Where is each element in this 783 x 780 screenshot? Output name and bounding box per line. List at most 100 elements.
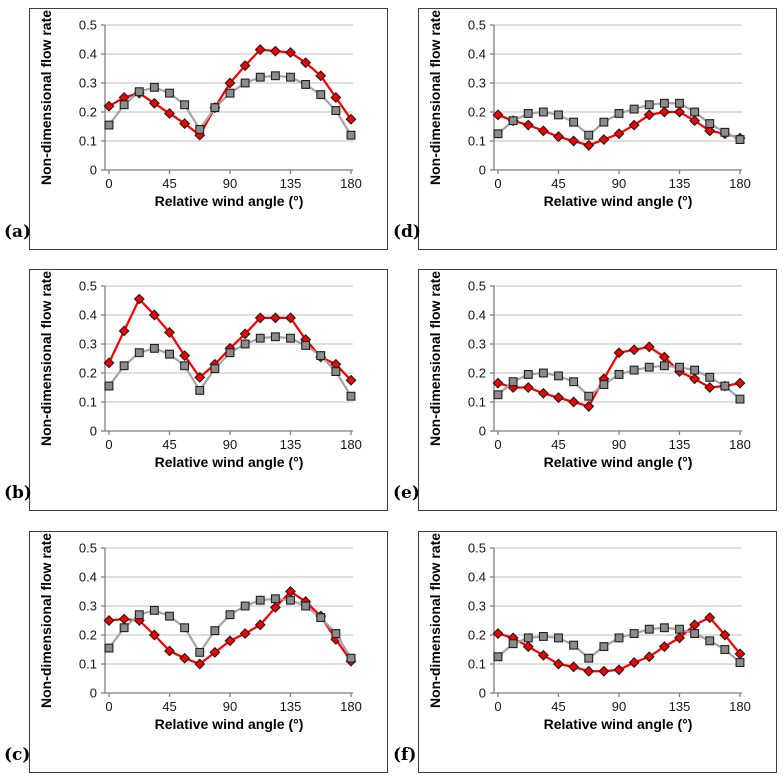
square-marker (255, 72, 265, 82)
panel-label-b: (b) (4, 483, 32, 503)
y-tick-label: 0.2 (468, 105, 486, 120)
square-marker (316, 613, 326, 623)
square-marker (690, 365, 700, 375)
panel-label-d: (d) (393, 222, 421, 242)
diamond-marker (118, 613, 130, 625)
x-tick-label: 0 (105, 437, 112, 452)
square-marker (493, 652, 503, 662)
square-marker (705, 372, 715, 382)
square-marker (659, 361, 669, 371)
y-tick-label: 0.5 (468, 18, 486, 33)
panel-c: 0 0.1 0.2 0.3 0.4 0.5 0 45 90 135 180 Relative wind… (4, 531, 388, 773)
x-tick-label: 90 (223, 699, 237, 714)
diamond-marker (553, 131, 564, 143)
square-marker (720, 645, 730, 654)
x-tick-label: 135 (280, 437, 302, 452)
diamond-marker (583, 400, 595, 412)
diamond-marker (300, 57, 312, 69)
diamond-marker (209, 646, 221, 658)
square-marker (629, 104, 639, 114)
diamond-marker (194, 658, 206, 670)
y-tick-label: 0.4 (468, 47, 486, 62)
x-axis-title: Relative wind angle (°) (544, 716, 693, 732)
square-marker (735, 658, 745, 668)
diamond-marker (285, 47, 296, 59)
y-axis-title: Non-dimensional flow rate (38, 533, 54, 708)
x-tick-label: 90 (223, 176, 237, 191)
y-tick-label: 0.5 (79, 541, 97, 556)
diamond-marker (643, 109, 655, 121)
square-marker (584, 130, 594, 140)
square-marker (301, 80, 311, 89)
square-marker (720, 127, 730, 137)
diamond-marker (492, 377, 504, 389)
y-tick-label: 0.5 (468, 541, 486, 556)
square-marker (584, 653, 594, 663)
x-axis-title: Relative wind angle (°) (155, 716, 304, 732)
x-tick-label: 180 (729, 176, 751, 191)
y-tick-label: 0.2 (79, 628, 97, 643)
x-tick-label: 90 (612, 699, 626, 714)
y-tick-label: 0 (90, 163, 97, 178)
square-marker (255, 333, 265, 343)
square-marker (255, 595, 265, 605)
diamond-marker (103, 357, 115, 369)
diamond-marker (254, 619, 266, 631)
x-tick-label: 0 (494, 699, 501, 714)
square-marker (705, 119, 715, 129)
square-marker (508, 639, 518, 649)
x-tick-label: 0 (105, 699, 112, 714)
square-marker (270, 332, 280, 342)
chart-d-canvas: 0 0.1 0.2 0.3 0.4 0.5 0 45 90 135 180 Relative wind… (418, 8, 777, 250)
square-marker (346, 130, 356, 140)
square-marker (720, 381, 730, 391)
square-marker (104, 381, 114, 391)
chart-a-canvas: 0 0.1 0.2 0.3 0.4 0.5 0 45 90 135 180 Relative wind… (29, 8, 388, 250)
square-marker (316, 90, 326, 100)
diamond-marker (239, 60, 251, 72)
square-marker (104, 120, 114, 130)
diamond-marker (103, 100, 115, 112)
gray-square-series-line (497, 626, 741, 664)
diamond-marker (254, 44, 266, 56)
y-tick-label: 0.1 (79, 657, 97, 672)
square-marker (210, 626, 220, 636)
diamond-marker (345, 374, 357, 386)
square-marker (735, 394, 745, 404)
square-marker (493, 129, 503, 139)
square-marker (180, 361, 190, 371)
red-diamond-series-line (107, 297, 352, 382)
square-marker (675, 362, 684, 372)
x-tick-label: 0 (494, 176, 501, 191)
square-marker (614, 109, 624, 118)
square-marker (690, 629, 700, 639)
square-marker (614, 370, 624, 379)
diamond-marker (254, 312, 266, 324)
diamond-marker (613, 664, 625, 676)
x-tick-label: 90 (612, 437, 626, 452)
square-marker (346, 391, 356, 401)
diamond-marker (239, 628, 251, 640)
square-marker (584, 391, 594, 401)
y-tick-label: 0.2 (468, 366, 486, 381)
square-marker (195, 385, 205, 395)
square-marker (301, 601, 311, 611)
square-marker (599, 380, 609, 390)
square-marker (675, 624, 684, 634)
diamond-marker (148, 629, 160, 641)
diamond-marker (179, 652, 191, 664)
diamond-marker (628, 119, 640, 131)
panel-b: 0 0.1 0.2 0.3 0.4 0.5 0 45 90 135 180 Relative wind… (4, 269, 388, 511)
diamond-marker (598, 665, 610, 677)
y-tick-label: 0.4 (79, 308, 97, 323)
y-tick-label: 0.2 (79, 366, 97, 381)
panel-d: 0 0.1 0.2 0.3 0.4 0.5 0 45 90 135 180 Relative wind… (393, 8, 777, 250)
y-tick-label: 0.5 (79, 279, 97, 294)
diamond-marker (704, 612, 716, 624)
diamond-marker (537, 387, 549, 399)
chart-e-canvas: 0 0.1 0.2 0.3 0.4 0.5 0 45 90 135 180 Relative wind… (418, 269, 777, 511)
diamond-marker (330, 92, 342, 103)
x-tick-label: 180 (340, 699, 362, 714)
x-tick-label: 135 (669, 699, 691, 714)
diamond-marker (628, 657, 640, 669)
